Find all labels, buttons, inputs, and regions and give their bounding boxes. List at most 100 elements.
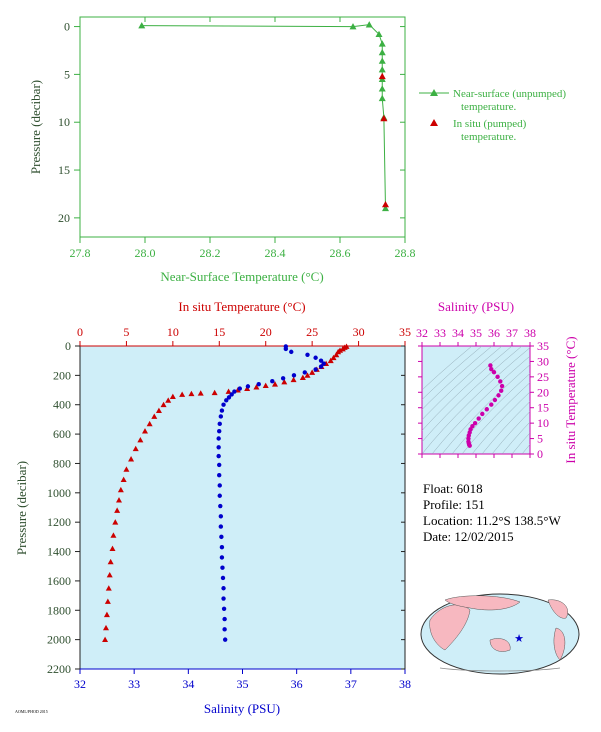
salinity-profile-point <box>220 575 226 581</box>
ts-point <box>466 436 471 441</box>
profile-y-axis-label: Pressure (decibar) <box>14 461 29 555</box>
density-contour-line <box>422 346 473 391</box>
temperature-tick-label: 0 <box>77 325 83 339</box>
salinity-profile-point <box>313 367 318 372</box>
near-surface-point <box>365 21 373 28</box>
salinity-tick-label: 32 <box>74 677 86 691</box>
salinity-profile-point <box>217 493 222 498</box>
salinity-profile-point <box>219 555 225 560</box>
pressure-tick-label: 600 <box>53 427 71 441</box>
salinity-profile-point <box>221 586 226 591</box>
ts-salinity-tick-label: 38 <box>524 326 536 340</box>
temperature-profile-point <box>128 456 135 462</box>
temperature-profile-point <box>262 382 269 389</box>
salinity-profile-point <box>222 637 228 642</box>
near-surface-point <box>349 23 357 30</box>
salinity-ticks: 32 33 34 35 36 37 38 <box>74 669 411 691</box>
ts-point <box>476 416 481 421</box>
salinity-profile-point <box>256 381 261 387</box>
near-surface-y-tick-label: 15 <box>58 163 70 177</box>
temperature-tick-label: 20 <box>260 325 272 339</box>
ts-point <box>499 383 505 389</box>
density-contour-line <box>431 355 530 454</box>
temperature-profile-point <box>120 476 127 483</box>
ts-point <box>496 393 501 398</box>
density-contours <box>422 346 530 454</box>
density-contour-line <box>422 346 493 410</box>
near-surface-legend: Near-surface (unpumped) temperature. In … <box>419 88 566 143</box>
pressure-ticks: 0 200 400 600 800 1000 1200 1400 1600 1800 2000 220… <box>47 339 405 676</box>
temperature-profile-point <box>102 636 109 643</box>
ts-salinity-tick-label: 32 <box>416 326 428 340</box>
ts-point <box>480 411 485 417</box>
ts-salinity-tick-label: 36 <box>488 326 500 340</box>
ts-temperature-tick-label: 5 <box>537 432 543 446</box>
temperature-profile-point <box>116 497 122 503</box>
temperature-tick-label: 30 <box>353 325 365 339</box>
map-land-antarctica <box>439 667 561 672</box>
salinity-profile-point <box>217 473 222 478</box>
pressure-tick-label: 2200 <box>47 662 71 676</box>
temperature-profile-point <box>103 624 109 631</box>
ts-salinity-tick-label: 37 <box>506 326 518 340</box>
temperature-tick-label: 25 <box>306 325 318 339</box>
in-situ-point <box>382 200 389 208</box>
salinity-axis-label: Salinity (PSU) <box>204 701 280 716</box>
temperature-profile-point <box>281 378 288 385</box>
temperature-tick-label: 15 <box>213 325 225 339</box>
near-surface-point <box>378 66 386 73</box>
near-surface-point <box>378 85 386 92</box>
salinity-tick-label: 37 <box>345 677 357 691</box>
ts-temperature-tick-label: 25 <box>537 370 549 384</box>
ts-point <box>495 374 500 380</box>
density-contour-line <box>481 401 530 454</box>
ts-y-axis-label: In situ Temperature (°C) <box>563 336 578 463</box>
float-location-star-icon: ★ <box>514 633 524 645</box>
salinity-profile-point <box>217 428 222 434</box>
temperature-profile-point <box>327 357 334 364</box>
density-contour-line <box>422 346 513 431</box>
salinity-profile-point <box>221 606 227 612</box>
salinity-profile-point <box>318 364 324 369</box>
world-map: ★ <box>420 593 580 675</box>
salinity-profile-point <box>218 524 224 529</box>
temperature-profile-point <box>106 572 113 578</box>
temperature-axis-label: In situ Temperature (°C) <box>178 299 305 314</box>
density-contour-line <box>491 411 530 454</box>
salinity-profile-point <box>221 596 226 601</box>
temperature-profile-point <box>309 369 316 375</box>
near-surface-y-axis-label: Pressure (decibar) <box>28 80 43 174</box>
ts-point <box>488 363 493 368</box>
legend-label-near-surface-line2: temperature. <box>461 101 517 113</box>
temperature-tick-label: 5 <box>123 325 129 339</box>
ts-salinity-tick-label: 33 <box>434 326 446 340</box>
near-surface-point <box>378 57 386 64</box>
near-surface-x-ticks: 27.8 28.0 28.2 28.4 28.6 28.8 <box>70 17 416 260</box>
near-surface-point <box>378 48 386 56</box>
density-contour-line <box>461 382 530 454</box>
near-surface-x-tick-label: 28.2 <box>200 246 221 260</box>
density-contour-line <box>422 346 503 421</box>
near-surface-point <box>378 40 386 47</box>
salinity-profile-point <box>283 346 289 352</box>
salinity-profile-point <box>232 389 237 394</box>
ts-point <box>472 420 478 426</box>
map-land-asia <box>444 595 521 611</box>
near-surface-x-tick-label: 27.8 <box>70 246 91 260</box>
temperature-profile-point <box>132 445 139 452</box>
temperature-profile-point <box>290 376 297 383</box>
salinity-profile-point <box>216 445 221 450</box>
ts-point <box>491 370 497 375</box>
pressure-tick-label: 2000 <box>47 633 71 647</box>
pressure-tick-label: 200 <box>53 368 71 382</box>
temperature-profile-point <box>146 420 153 427</box>
legend-label-near-surface-line1: Near-surface (unpumped) <box>453 88 566 100</box>
ts-temperature-tick-label: 20 <box>537 385 549 399</box>
temperature-profile-point <box>253 384 260 390</box>
footer-tag: AOML/PHOD 2015 <box>15 709 48 714</box>
ts-points <box>466 363 505 448</box>
legend-label-in-situ-line2: temperature. <box>461 131 517 143</box>
density-contour-line <box>451 373 530 454</box>
near-surface-y-tick-label: 20 <box>58 211 70 225</box>
